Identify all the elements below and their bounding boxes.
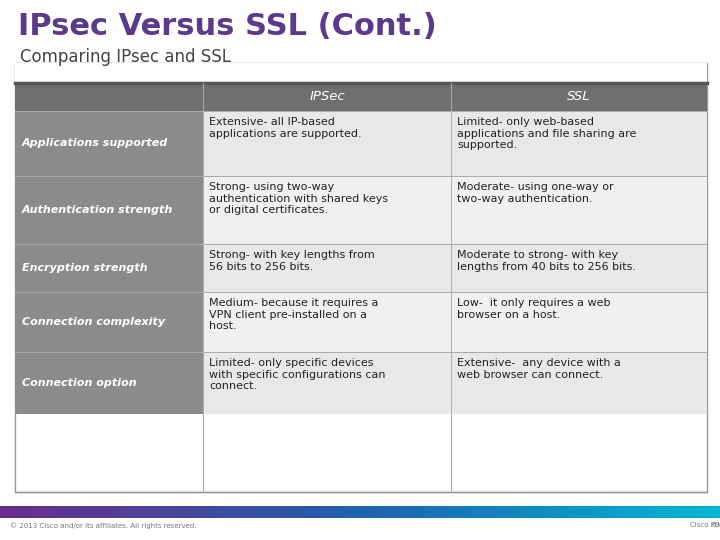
Text: Low-  it only requires a web
browser on a host.: Low- it only requires a web browser on a…: [457, 298, 611, 320]
Text: © 2013 Cisco and/or its affiliates. All rights reserved.: © 2013 Cisco and/or its affiliates. All …: [10, 522, 197, 529]
Text: Connection option: Connection option: [22, 378, 137, 388]
Text: Applications supported: Applications supported: [22, 138, 168, 149]
Bar: [15, 292, 203, 352]
Text: Extensive- all IP-based
applications are supported.: Extensive- all IP-based applications are…: [209, 117, 361, 139]
Text: Connection complexity: Connection complexity: [22, 317, 165, 327]
Text: Moderate to strong- with key
lengths from 40 bits to 256 bits.: Moderate to strong- with key lengths fro…: [457, 250, 636, 272]
Text: Extensive: Extensive: [0, 539, 1, 540]
Text: Limited- only web-based
applications and file sharing are
supported.: Limited- only web-based applications and…: [457, 117, 636, 150]
Bar: [203, 176, 451, 244]
Text: Extensive-  any device with a
web browser can connect.: Extensive- any device with a web browser…: [457, 358, 621, 380]
Text: Extensive: Extensive: [0, 539, 1, 540]
Text: Strong- with key lengths from
56 bits to 256 bits.: Strong- with key lengths from 56 bits to…: [209, 250, 374, 272]
Text: SSL: SSL: [567, 91, 591, 104]
Bar: [451, 352, 707, 414]
Text: Strong: Strong: [0, 539, 1, 540]
Text: Medium- because it requires a
VPN client pre-installed on a
host.: Medium- because it requires a VPN client…: [209, 298, 379, 331]
Bar: [15, 352, 203, 414]
Text: IPSec: IPSec: [309, 91, 345, 104]
Bar: [203, 111, 451, 176]
Text: Authentication strength: Authentication strength: [22, 205, 174, 215]
Text: Encryption strength: Encryption strength: [22, 263, 148, 273]
Bar: [451, 292, 707, 352]
Text: Medium: Medium: [0, 539, 1, 540]
Bar: [15, 111, 203, 176]
Text: Moderate: Moderate: [0, 539, 1, 540]
Bar: [203, 352, 451, 414]
Bar: [451, 83, 707, 111]
Bar: [203, 83, 451, 111]
Text: Low: Low: [0, 539, 1, 540]
Text: Limited: Limited: [0, 539, 1, 540]
Text: Cisco Public: Cisco Public: [690, 522, 720, 528]
Bar: [451, 176, 707, 244]
Text: 69: 69: [712, 522, 720, 528]
Bar: [451, 111, 707, 176]
Bar: [15, 63, 707, 492]
Bar: [15, 83, 203, 111]
Text: Moderate to strong: Moderate to strong: [0, 539, 1, 540]
Text: Limited: Limited: [0, 539, 1, 540]
Bar: [451, 244, 707, 292]
Text: IPsec Versus SSL (Cont.): IPsec Versus SSL (Cont.): [18, 12, 437, 41]
Bar: [203, 244, 451, 292]
Text: Limited- only specific devices
with specific configurations can
connect.: Limited- only specific devices with spec…: [209, 358, 385, 391]
Text: Strong- using two-way
authentication with shared keys
or digital certificates.: Strong- using two-way authentication wit…: [209, 182, 388, 215]
Text: Strong: Strong: [0, 539, 1, 540]
Bar: [15, 63, 707, 83]
Text: Comparing IPsec and SSL: Comparing IPsec and SSL: [20, 48, 231, 66]
Bar: [203, 292, 451, 352]
Bar: [15, 176, 203, 244]
Bar: [15, 244, 203, 292]
Text: Moderate- using one-way or
two-way authentication.: Moderate- using one-way or two-way authe…: [457, 182, 613, 204]
